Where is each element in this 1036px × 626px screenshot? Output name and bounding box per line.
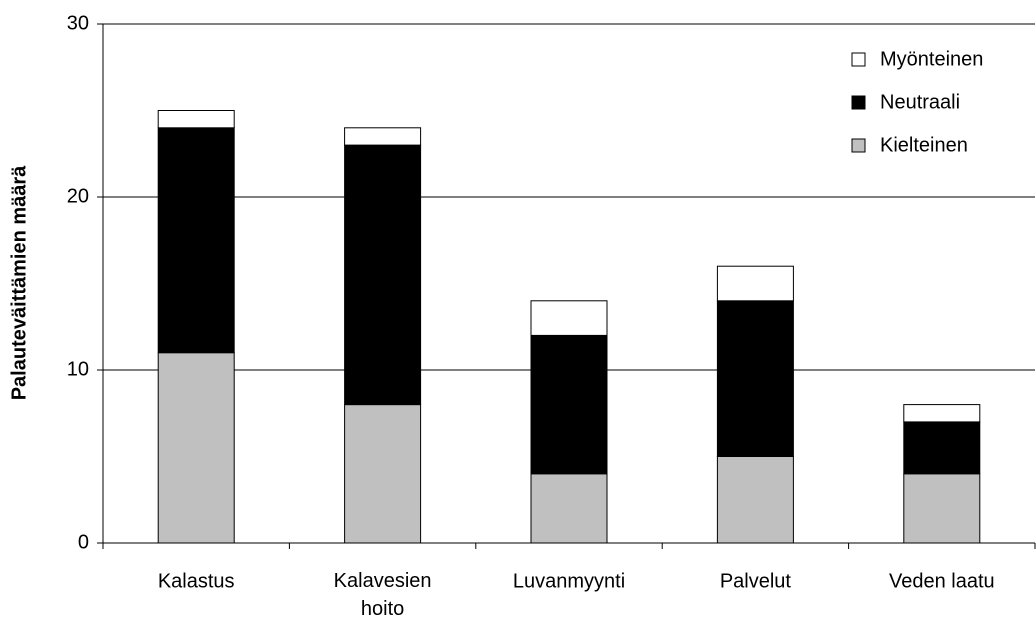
legend-label: Myönteinen — [880, 48, 983, 70]
bar-segment — [903, 421, 981, 475]
legend-label: Neutraali — [880, 91, 960, 113]
bar-segment — [530, 473, 608, 544]
bar-segment — [716, 300, 794, 457]
y-tick-label: 30 — [67, 12, 89, 34]
bar-segment — [903, 473, 981, 544]
bar-segment — [344, 144, 422, 406]
x-tick-label: Kalastus — [158, 570, 235, 592]
bar-segment — [157, 352, 235, 544]
legend-swatch — [851, 95, 866, 110]
bar-segment — [530, 334, 608, 475]
bar-segment — [903, 404, 981, 423]
y-axis-label: Palauteväittämien määrä — [8, 165, 30, 400]
legend-swatch — [851, 138, 866, 153]
y-tick-label: 0 — [78, 531, 89, 553]
bar-segment — [716, 456, 794, 544]
y-tick-label: 10 — [67, 358, 89, 380]
bar-segment — [157, 110, 235, 129]
x-tick-label: Palvelut — [720, 570, 792, 592]
bar-segment — [157, 127, 235, 354]
x-tick-label: Kalavesien hoito — [334, 570, 432, 620]
bar-segment — [530, 300, 608, 336]
bar-segment — [344, 127, 422, 146]
bar-segment — [716, 265, 794, 302]
x-tick-label: Veden laatu — [889, 570, 995, 592]
legend-label: Kielteinen — [880, 134, 968, 156]
legend-swatch — [851, 52, 866, 67]
y-tick-label: 20 — [67, 185, 89, 207]
x-tick-label: Luvanmyynti — [513, 570, 625, 592]
bar-segment — [344, 404, 422, 544]
